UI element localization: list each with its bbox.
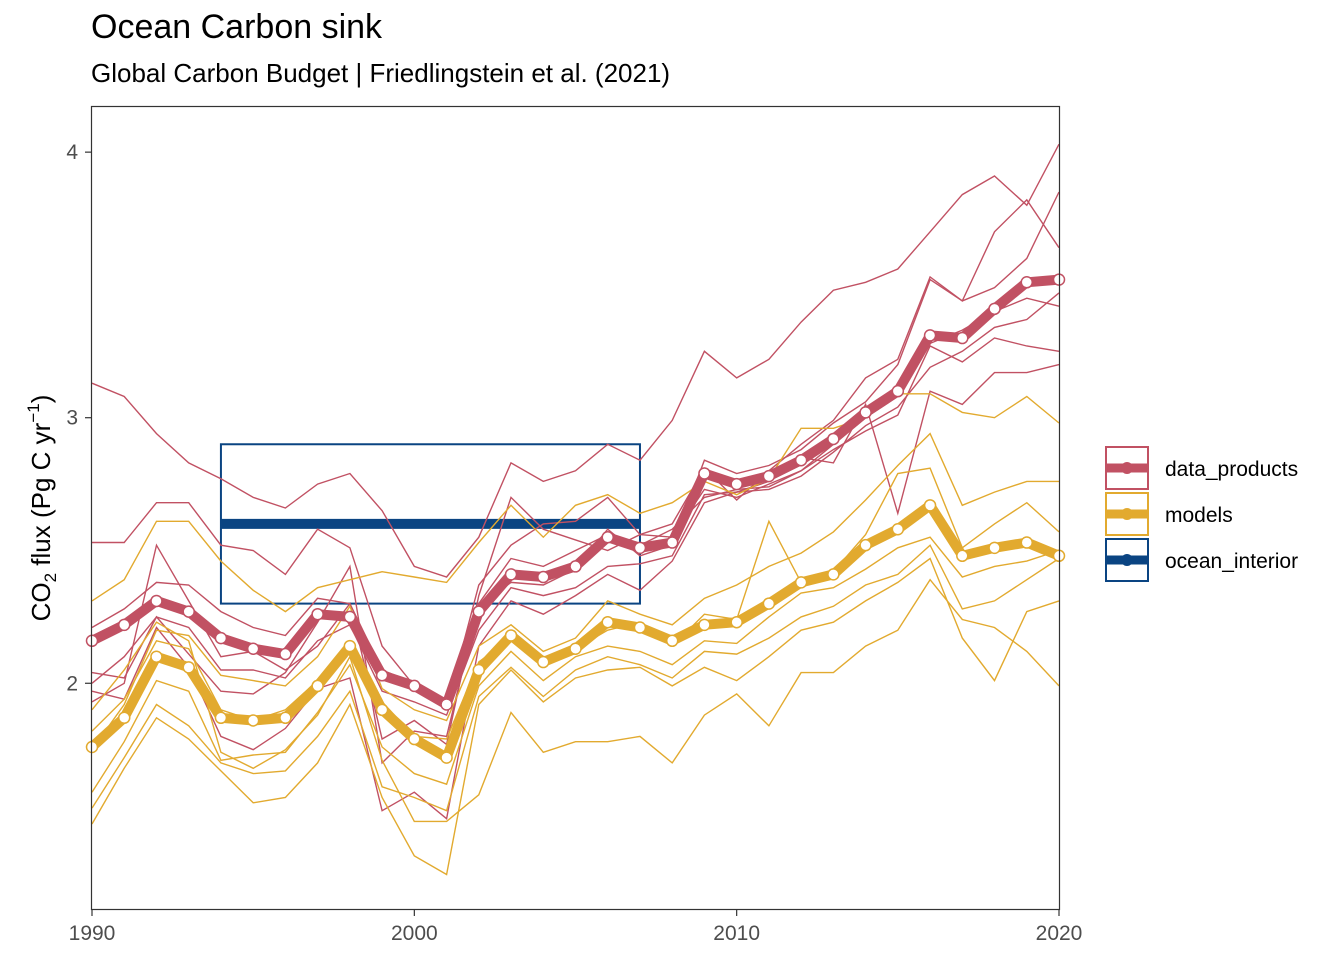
- models-mean-point-1995: [246, 714, 260, 727]
- data_products-member-line-6: [91, 337, 1060, 765]
- models-mean-point-2000: [408, 732, 421, 746]
- data_products-mean-point-2008: [665, 536, 679, 549]
- models-mean-point-1992: [150, 650, 163, 663]
- data_products-mean-point-2018: [988, 302, 1001, 316]
- data_products-mean-point-2003: [504, 568, 518, 581]
- models-mean-point-2002: [472, 663, 486, 677]
- data_products-mean-point-2006: [601, 530, 614, 544]
- models-mean-point-1991: [117, 711, 131, 725]
- models-mean-point-2015: [891, 522, 905, 536]
- models-mean-point-1999: [375, 703, 389, 717]
- models-mean-point-2014: [859, 538, 872, 552]
- data_products-mean-point-2015: [891, 384, 905, 398]
- chart-title: Ocean Carbon sink: [91, 8, 383, 46]
- models-mean-point-2012: [794, 576, 808, 589]
- data_products-mean-point-2002: [472, 605, 486, 618]
- models-member-line-13: [91, 557, 1060, 876]
- models-mean-point-2011: [762, 597, 776, 610]
- data_products-mean-point-2011: [762, 469, 776, 483]
- models-mean-point-2003: [504, 629, 518, 642]
- data_products-mean-point-2005: [569, 560, 582, 573]
- data_products-mean-point-2010: [730, 477, 743, 491]
- data_products-mean-point-1999: [375, 669, 389, 682]
- models-mean-point-1996: [279, 711, 292, 725]
- data_products-mean-point-2016: [923, 329, 937, 342]
- data_products-mean-point-2017: [956, 331, 969, 345]
- x-tick-label-1990: 1990: [69, 922, 116, 945]
- data_products-mean-point-1996: [279, 647, 292, 661]
- models-mean-point-2008: [665, 634, 679, 648]
- models-mean-point-2005: [569, 642, 582, 655]
- models-member-line-12: [91, 544, 1060, 812]
- legend-item-ocean_interior: ocean_interior: [1105, 538, 1298, 582]
- models-mean-point-2001: [440, 751, 453, 764]
- models-mean-point-2004: [537, 655, 550, 669]
- y-tick-label-2: 2: [66, 672, 78, 695]
- models-mean-point-2018: [988, 541, 1001, 555]
- data_products-mean-point-1994: [214, 631, 228, 645]
- data_products-member-line-1: [91, 143, 1060, 578]
- data_products-member-line-7: [91, 363, 1060, 820]
- models-mean-point-1997: [311, 679, 324, 693]
- models-mean-point-2017: [956, 549, 969, 563]
- models-mean-point-2019: [1020, 536, 1034, 549]
- chart-subtitle: Global Carbon Budget | Friedlingstein et…: [91, 58, 671, 88]
- data_products-mean-point-1993: [182, 605, 195, 618]
- plot-panel-border: [90, 105, 1061, 911]
- legend-label-models: models: [1165, 504, 1233, 527]
- legend-label-data_products: data_products: [1165, 458, 1298, 481]
- y-axis-label: CO2 flux (Pg C yr−1): [24, 395, 60, 622]
- data_products-mean-point-2009: [698, 467, 711, 480]
- models-member-line-8: [91, 393, 1060, 613]
- legend-key-point-data_products: [1121, 462, 1133, 474]
- models-mean-point-2016: [923, 499, 937, 512]
- data_products-mean-point-2013: [827, 432, 840, 446]
- data_products-member-line-2: [92, 191, 1060, 709]
- data_products-mean-point-1992: [150, 594, 163, 608]
- legend-item-data_products: data_products: [1105, 446, 1298, 490]
- x-tick-label-2020: 2020: [1036, 922, 1083, 945]
- models-member-line-9: [91, 432, 1059, 751]
- data_products-mean-point-1991: [117, 618, 131, 632]
- models-mean-point-1998: [343, 639, 357, 653]
- data_products-mean-point-2001: [440, 698, 453, 711]
- data_products-mean-point-2000: [408, 679, 421, 693]
- models-mean-point-2009: [698, 618, 711, 632]
- legend-key-point-models: [1121, 508, 1133, 520]
- y-tick-label-3: 3: [66, 407, 78, 430]
- y-tick-label-4: 4: [66, 141, 78, 164]
- models-mean-point-2007: [633, 621, 647, 634]
- x-tick-label-2010: 2010: [713, 922, 760, 945]
- data_products-mean-point-2012: [794, 453, 808, 467]
- x-tick-label-2000: 2000: [391, 922, 438, 945]
- models-mean-point-2013: [827, 568, 840, 581]
- data_products-mean-point-1998: [343, 610, 357, 624]
- data_products-mean-point-1997: [311, 607, 324, 621]
- data_products-mean-point-1995: [246, 642, 260, 655]
- data_products-mean-line: [89, 274, 1060, 710]
- legend-item-models: models: [1105, 492, 1233, 536]
- models-member-line-14: [91, 578, 1060, 823]
- data_products-mean-point-2007: [633, 541, 647, 555]
- data_products-mean-point-2019: [1020, 276, 1034, 289]
- data_products-mean-point-2014: [859, 406, 872, 419]
- models-mean-point-2010: [730, 615, 743, 629]
- data_products-mean-point-2004: [537, 570, 550, 584]
- models-mean-point-2006: [601, 615, 614, 629]
- models-mean-point-1993: [182, 661, 195, 674]
- data_products-member-line-4: [91, 292, 1060, 717]
- legend-label-ocean_interior: ocean_interior: [1165, 550, 1298, 573]
- legend-key-point-ocean_interior: [1121, 554, 1133, 566]
- models-member-line-11: [91, 536, 1060, 793]
- models-mean-point-1994: [214, 711, 228, 725]
